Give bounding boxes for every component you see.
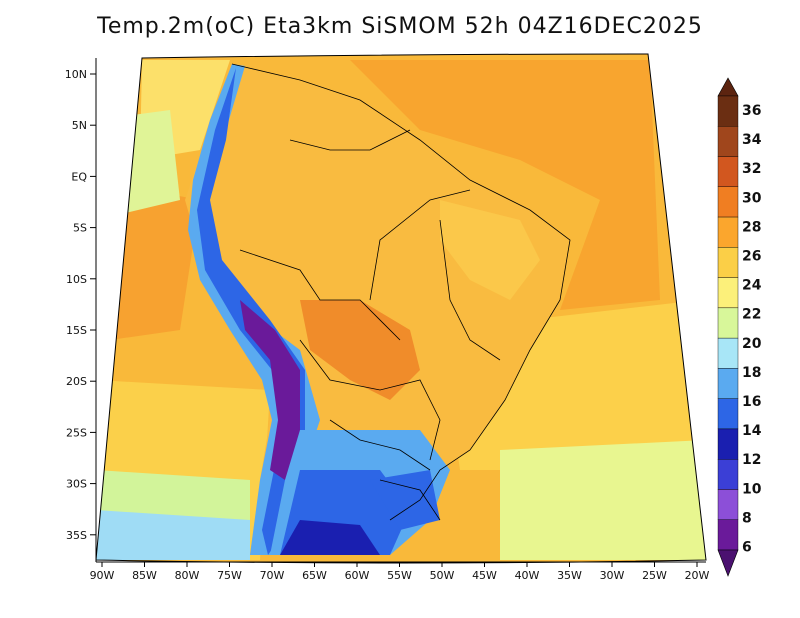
lon-tick-label: 75W <box>217 569 242 582</box>
lon-tick-label: 90W <box>90 569 115 582</box>
colorbar-swatch <box>717 519 739 551</box>
lat-tick-label: 5N <box>72 119 87 132</box>
colorbar-label: 20 <box>742 336 762 352</box>
lon-tick-label: 45W <box>472 569 497 582</box>
colorbar-label: 16 <box>742 394 761 410</box>
ocean-pacific-coldest <box>96 510 250 560</box>
lon-tick-label: 65W <box>302 569 327 582</box>
lat-tick-label: 5S <box>73 222 87 235</box>
altiplano-coldest <box>240 300 300 480</box>
lon-tick-label: 25W <box>642 569 667 582</box>
political-borders <box>231 63 571 521</box>
latitude-ticks: 10N 5N EQ 5S 10S 15S 20S 25S 30S 35S <box>65 68 96 542</box>
colorbar-swatch <box>717 277 739 309</box>
colorbar-swatch <box>717 95 739 127</box>
colorbar-swatch <box>717 489 739 520</box>
lat-tick-label: 30S <box>66 478 87 491</box>
colorbar-label: 36 <box>742 103 761 119</box>
lon-tick-label: 50W <box>430 569 455 582</box>
lon-tick-label: 60W <box>345 569 370 582</box>
longitude-ticks: 90W 85W 80W 75W 70W 65W 60W 55W 50W 45W 40W 35W 30W 2… <box>90 562 710 582</box>
northeast-hot <box>440 200 540 300</box>
colorbar-upper-arrow <box>717 77 739 97</box>
colorbar-label: 12 <box>742 452 761 468</box>
map-domain <box>96 54 706 563</box>
colorbar-lower-arrow <box>717 549 739 577</box>
colorbar-swatch <box>717 459 739 490</box>
lon-tick-label: 20W <box>685 569 710 582</box>
colorbar-label: 26 <box>742 249 761 265</box>
patagonia-coldest <box>280 520 380 555</box>
colorbar-label: 24 <box>742 278 762 294</box>
uruguay-region <box>370 470 440 530</box>
colorbar-swatch <box>717 247 739 278</box>
ocean-atlantic-cool <box>500 440 706 560</box>
colorbar-swatch <box>717 428 739 460</box>
lon-tick-label: 40W <box>515 569 540 582</box>
ocean-warm-north <box>350 60 660 310</box>
colorbar-label: 10 <box>742 481 762 497</box>
lon-tick-label: 80W <box>175 569 200 582</box>
colorbar-label: 6 <box>742 540 752 556</box>
colorbar-label: 14 <box>742 423 762 439</box>
colorbar-label: 22 <box>742 307 761 323</box>
lon-tick-label: 30W <box>600 569 625 582</box>
colorbar-swatch <box>717 368 739 399</box>
center-west-hotspot <box>300 300 420 400</box>
colorbar-swatch <box>717 126 739 157</box>
lon-tick-label: 85W <box>132 569 157 582</box>
lon-tick-label: 70W <box>260 569 285 582</box>
colorbar: 36 34 32 30 28 26 24 22 20 18 16 14 12 10 8 6 <box>717 77 762 577</box>
colorbar-swatch <box>717 156 739 188</box>
lat-tick-label: 15S <box>66 324 87 337</box>
colorbar-swatch <box>717 398 739 430</box>
colorbar-label: 30 <box>742 190 762 206</box>
colorbar-label: 8 <box>742 510 752 526</box>
lon-tick-label: 55W <box>387 569 412 582</box>
lat-tick-label: 35S <box>66 529 87 542</box>
lat-tick-label: 20S <box>66 375 87 388</box>
colorbar-label: 34 <box>742 132 762 148</box>
colorbar-swatch <box>717 186 739 218</box>
colorbar-swatch <box>717 337 739 369</box>
lat-tick-label: 25S <box>66 426 87 439</box>
colorbar-swatch <box>717 307 739 339</box>
lat-tick-label: 10S <box>66 273 87 286</box>
colorbar-label: 28 <box>742 219 761 235</box>
map-title: Temp.2m(oC) Eta3km SiSMOM 52h 04Z16DEC20… <box>97 14 703 39</box>
lat-tick-label: EQ <box>71 170 87 183</box>
lon-tick-label: 35W <box>557 569 582 582</box>
colorbar-swatch <box>717 216 739 248</box>
lat-tick-label: 10N <box>65 68 87 81</box>
colorbar-label: 32 <box>742 161 761 177</box>
colorbar-label: 18 <box>742 365 761 381</box>
